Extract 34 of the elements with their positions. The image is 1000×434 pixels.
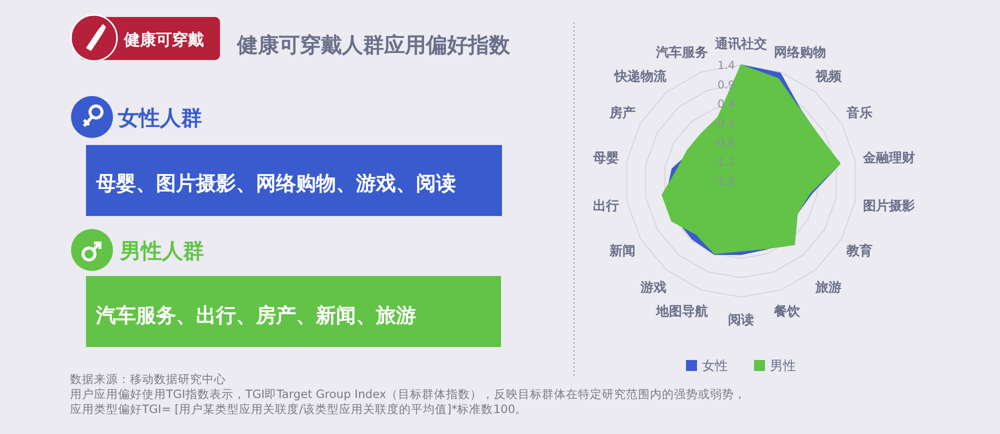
text: 健康可穿戴 — [123, 30, 204, 49]
spoke-label: 图片摄影 — [862, 198, 915, 214]
spoke-label: 房产 — [608, 105, 636, 121]
spoke-label: 阅读 — [728, 313, 754, 328]
spoke-label: 网络购物 — [774, 45, 826, 60]
text: 用户应用偏好使用TGI指数表示，TGI即Target Group Index（目标群体指数），反映目标群体在特定研究范围内的强势或弱势， — [70, 387, 746, 401]
spoke-label: 母婴 — [592, 151, 620, 166]
spoke-label: 出行 — [593, 198, 620, 214]
spoke-label: 通讯社交 — [714, 36, 767, 52]
text: 母婴、图片摄影、网络购物、游戏、阅读 — [95, 171, 456, 195]
text: 汽车服务、出行、房产、新闻、旅游 — [95, 303, 416, 327]
text: 女性人群 — [117, 106, 202, 130]
spoke-label: 新闻 — [608, 243, 636, 259]
spoke-label: 餐饮 — [773, 304, 802, 320]
spoke-label: 视频 — [814, 68, 843, 84]
legend-label: 女性 — [702, 359, 728, 374]
y-tick-label: -1.6 — [714, 175, 735, 188]
spoke-label: 教育 — [846, 243, 873, 259]
spoke-label: 地图导航 — [654, 304, 708, 320]
spoke-label: 金融理财 — [862, 151, 915, 166]
text: 男性人群 — [119, 239, 204, 263]
legend-label: 男性 — [770, 359, 796, 374]
y-tick-label: 1.4 — [718, 59, 735, 72]
y-tick-label: -0.1 — [714, 117, 735, 130]
y-tick-label: -1.1 — [714, 156, 735, 169]
spoke-label: 快递物流 — [613, 68, 668, 84]
spoke-label: 游戏 — [639, 280, 666, 296]
source-note: 数据来源：移动数据研究中心 — [70, 372, 226, 386]
y-tick-label: -0.6 — [714, 136, 735, 150]
spoke-label: 旅游 — [814, 280, 842, 296]
text: 健康可穿戴人群应用偏好指数 — [236, 33, 511, 57]
spoke-label: 音乐 — [846, 105, 873, 121]
text: 应用类型偏好TGI= [用户某类型应用关联度/该类型应用关联度的平均值]*标准数100。 — [70, 402, 528, 416]
spoke-label: 汽车服务 — [654, 44, 708, 60]
